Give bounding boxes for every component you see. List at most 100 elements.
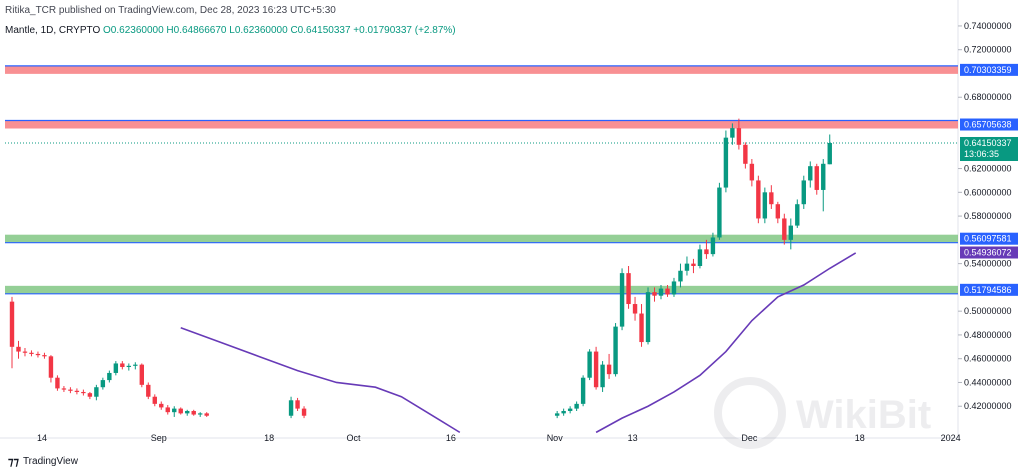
level-badge-label: 0.56097581 [964, 234, 1012, 244]
y-tick-label: 0.54000000 [964, 259, 1012, 269]
candle-body [814, 166, 819, 190]
candle-body [35, 353, 41, 356]
level-badge [960, 232, 1018, 245]
candle-body [172, 408, 177, 413]
y-tick-label: 0.46000000 [964, 354, 1012, 364]
footer-brand[interactable]: ⁊⁊ TradingView [8, 455, 78, 468]
last-price-badge [960, 136, 1018, 161]
candle-body [632, 304, 638, 314]
wikibit-watermark: WikiBit [714, 377, 931, 449]
candle-body [146, 384, 151, 397]
candle-body [723, 137, 729, 188]
candle-body [645, 292, 651, 343]
candle-body [704, 249, 709, 255]
y-tick-label: 0.58000000 [964, 211, 1012, 221]
candle-body [619, 273, 625, 327]
candle-body [795, 204, 800, 226]
candle-body [782, 218, 787, 240]
candle-body [769, 192, 774, 205]
candle-body [678, 270, 683, 282]
y-tick-label: 0.44000000 [964, 377, 1012, 387]
level-band-resistance [5, 65, 958, 74]
level-band-resistance [5, 120, 958, 129]
level-badge [960, 63, 1018, 76]
ohlc-change: +0.01790337 (+2.87%) [353, 25, 456, 36]
candle-body [736, 128, 742, 145]
axes: 0.74000000 0.72000000 0.68000000 0.62000000… [37, 21, 1012, 443]
y-tick-label: 0.72000000 [964, 45, 1012, 55]
candle-body [554, 413, 560, 416]
candle-body [139, 364, 144, 385]
candle-body [821, 163, 826, 190]
candle-body [639, 313, 644, 343]
ma-badge-label: 0.54936072 [964, 247, 1012, 257]
x-tick-label: Oct [347, 433, 362, 443]
candle-body [126, 365, 132, 368]
candle-body [749, 163, 755, 181]
candle-body [16, 346, 21, 352]
candle-body [717, 187, 722, 238]
candle-body [652, 292, 657, 296]
y-tick-label: 0.48000000 [964, 330, 1012, 340]
candle-body [295, 400, 300, 409]
candle-body [788, 225, 793, 240]
level-badge-label: 0.65705638 [964, 120, 1012, 130]
candle-body [743, 144, 748, 164]
candle-body [756, 180, 761, 219]
ma-line [180, 327, 461, 434]
candle-body [567, 408, 573, 411]
candle-body [81, 391, 86, 394]
candle-body [61, 388, 67, 390]
candle-body [165, 407, 170, 413]
price-badges: 0.70303359 0.65705638 0.56097581 0.51794586… [960, 63, 1018, 296]
candle-body [710, 237, 716, 255]
y-tick-label: 0.42000000 [964, 401, 1012, 411]
candle-body [762, 192, 768, 219]
candle-body [801, 180, 806, 205]
candle-body [827, 142, 832, 165]
candle-body [600, 364, 605, 388]
moving-average [180, 252, 857, 434]
tradingview-logo-icon: ⁊⁊ [8, 456, 19, 468]
published-line: Ritika_TCR published on TradingView.com,… [5, 5, 336, 16]
candle-body [159, 403, 164, 408]
candle-body [697, 249, 703, 266]
candle-body [42, 355, 47, 357]
ma-badge [960, 246, 1018, 259]
candle-body [29, 352, 34, 354]
x-tick-label: Dec [741, 433, 758, 443]
level-badge-label: 0.51794586 [964, 285, 1012, 295]
candle-body [204, 413, 209, 416]
candle-body [87, 393, 93, 397]
candle-body [100, 380, 106, 388]
candle-body [152, 396, 157, 404]
candle-body [22, 351, 28, 353]
ohlc-close: C0.64150337 [290, 25, 351, 36]
level-band-support [5, 234, 958, 243]
y-tick-label: 0.60000000 [964, 187, 1012, 197]
footer-brand-label: TradingView [22, 456, 78, 467]
x-tick-label: 16 [446, 433, 456, 443]
candle-body [74, 390, 80, 392]
candle-body [775, 204, 781, 219]
countdown-label: 13:06:35 [964, 149, 999, 159]
symbol-name: Mantle, 1D, CRYPTO [5, 25, 101, 36]
ohlc-open: O0.62360000 [103, 25, 164, 36]
candle-body [593, 351, 599, 388]
x-tick-label: 18 [855, 433, 865, 443]
candle-body [178, 408, 183, 414]
candle-body [48, 356, 54, 378]
candle-body [671, 281, 677, 295]
watermark-logo-icon [714, 377, 786, 449]
last-price-label: 0.64150337 [964, 138, 1012, 148]
candle-body [691, 263, 696, 266]
candle-body [185, 410, 190, 414]
candle-body [665, 288, 670, 295]
watermark-text: WikiBit [796, 393, 931, 437]
candle-body [94, 387, 99, 397]
candle-body [574, 403, 579, 409]
symbol-legend: Mantle, 1D, CRYPTO O0.62360000 H0.648666… [5, 25, 456, 36]
candle-body [658, 288, 664, 296]
candle-body [808, 166, 813, 181]
